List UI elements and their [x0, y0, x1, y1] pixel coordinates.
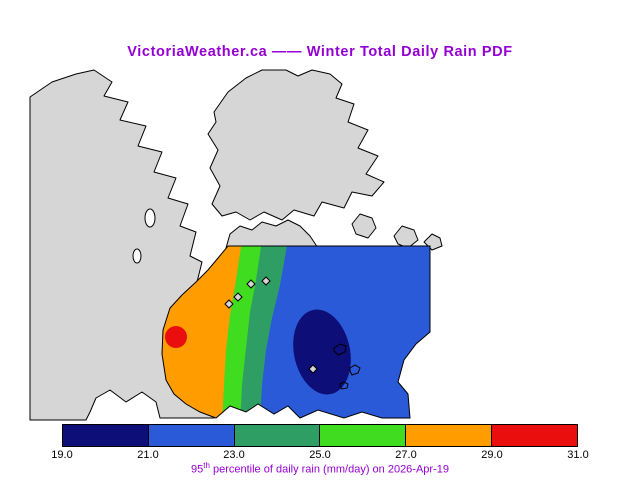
station-marker [224, 299, 234, 309]
colorbar-segment-navy [63, 425, 149, 446]
colorbar-tick-label: 25.0 [309, 449, 331, 461]
colorbar-segment-blue [148, 425, 235, 446]
colorbar [62, 424, 578, 447]
gulf-islands-landmass [207, 69, 385, 221]
colorbar-segment-teal [234, 425, 321, 446]
data-region-coastline [161, 245, 431, 419]
station-marker [261, 276, 271, 286]
caption-number: 95 [191, 463, 204, 476]
colorbar-tick-label: 27.0 [395, 449, 417, 461]
colorbar-tick-label: 31.0 [567, 449, 589, 461]
plot-title: VictoriaWeather.ca —— Winter Total Daily… [127, 44, 513, 60]
islet-outline-1 [333, 343, 347, 356]
station-marker [233, 292, 243, 302]
islet-outline-3 [339, 381, 349, 390]
colorbar-segment-green [320, 425, 407, 446]
colorbar-tick-label: 29.0 [481, 449, 503, 461]
lake-2 [132, 248, 142, 264]
islet-outline-2 [349, 364, 361, 376]
colorbar-caption: 95th percentile of daily rain (mm/day) o… [0, 461, 640, 476]
island-small-1 [351, 213, 377, 239]
station-marker [308, 364, 318, 374]
contour-minimum-navy [293, 309, 351, 395]
station-markers [224, 276, 318, 374]
station-marker [246, 279, 256, 289]
island-small-2 [393, 225, 419, 249]
caption-superscript: th [203, 461, 210, 470]
colorbar-tick-label: 23.0 [223, 449, 245, 461]
lake-1 [144, 208, 156, 228]
caption-text: percentile of daily rain (mm/day) on 202… [209, 463, 449, 476]
contour-maximum-red [165, 326, 187, 348]
colorbar-tick-label: 19.0 [51, 449, 73, 461]
islets-outlines [333, 343, 361, 390]
colorbar-segment-orange [406, 425, 493, 446]
colorbar-tick-label: 21.0 [137, 449, 159, 461]
colorbar-segment-red [492, 425, 577, 446]
